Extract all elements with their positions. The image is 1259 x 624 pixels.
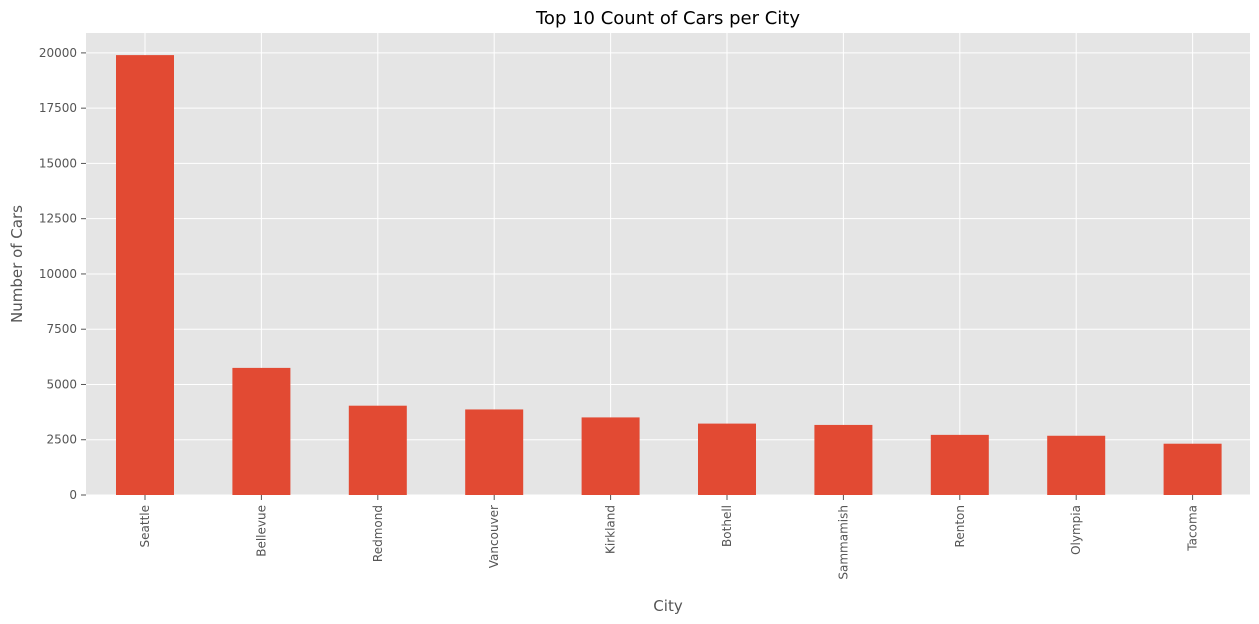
bar-kirkland bbox=[581, 417, 640, 495]
bar-renton bbox=[930, 434, 989, 495]
x-tick-label: Bothell bbox=[720, 505, 734, 547]
y-tick-label: 7500 bbox=[46, 322, 77, 336]
y-tick-label: 20000 bbox=[39, 46, 77, 60]
bar-bellevue bbox=[232, 367, 291, 495]
bar-sammamish bbox=[814, 424, 873, 495]
x-axis-label: City bbox=[653, 597, 683, 615]
y-tick-label: 12500 bbox=[39, 212, 77, 226]
x-tick-label: Renton bbox=[953, 505, 967, 547]
bar-tacoma bbox=[1163, 443, 1222, 495]
y-tick-label: 17500 bbox=[39, 101, 77, 115]
y-tick-label: 5000 bbox=[46, 377, 77, 391]
bar-seattle bbox=[116, 55, 174, 496]
x-tick-label: Olympia bbox=[1069, 505, 1083, 555]
y-axis-ticks: 0 2500 5000 7500 10000 12500 15000 17500 20000 bbox=[39, 46, 86, 502]
bar-redmond bbox=[348, 405, 407, 495]
y-axis-label: Number of Cars bbox=[8, 205, 26, 323]
bar-vancouver bbox=[465, 409, 524, 495]
x-tick-label: Sammamish bbox=[836, 505, 850, 580]
x-tick-label: Redmond bbox=[371, 505, 385, 562]
x-axis-ticks: Seattle Bellevue Redmond Vancouver Kirkland B… bbox=[138, 495, 1200, 580]
x-tick-label: Kirkland bbox=[604, 505, 618, 554]
y-tick-label: 2500 bbox=[46, 433, 77, 447]
y-tick-label: 15000 bbox=[39, 156, 77, 170]
x-tick-label: Vancouver bbox=[487, 505, 501, 568]
x-tick-label: Seattle bbox=[138, 505, 152, 547]
bars bbox=[116, 55, 1222, 496]
chart-title: Top 10 Count of Cars per City bbox=[535, 8, 800, 29]
y-tick-label: 0 bbox=[69, 488, 77, 502]
x-tick-label: Bellevue bbox=[254, 505, 268, 557]
bar-bothell bbox=[698, 423, 756, 495]
bar-olympia bbox=[1047, 435, 1106, 495]
x-tick-label: Tacoma bbox=[1186, 505, 1200, 552]
y-tick-label: 10000 bbox=[39, 267, 77, 281]
